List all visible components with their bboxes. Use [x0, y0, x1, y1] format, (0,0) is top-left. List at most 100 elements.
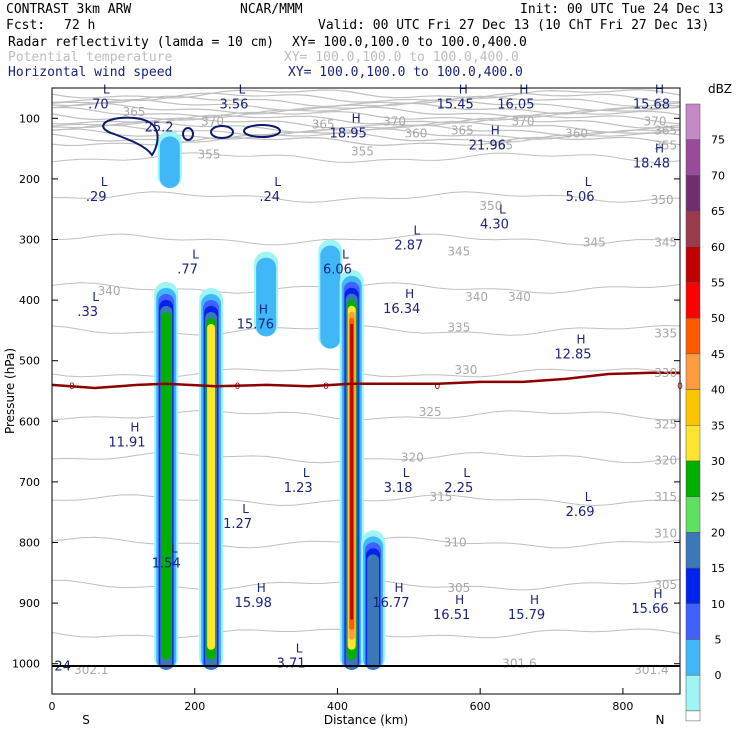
colorbar-swatch: [685, 460, 701, 497]
zero-contour-label: 0: [235, 382, 241, 392]
zero-contour-label: 0: [69, 382, 75, 392]
wind-extreme-type: L: [274, 175, 281, 189]
reflectivity-band: [350, 323, 354, 620]
colorbar-level: 60: [711, 241, 725, 254]
x-tick-label: 200: [184, 700, 205, 713]
wind-speed-value: 5.06: [566, 190, 595, 205]
jet-contour-small-1: [182, 127, 194, 141]
wind-speed-label: L1.54: [152, 542, 181, 572]
reflectivity-cell: [254, 251, 279, 337]
colorbar-swatch: [685, 639, 701, 676]
theta-line: [51, 95, 681, 108]
theta-label: 355: [198, 148, 221, 162]
colorbar-level: 15: [711, 562, 725, 575]
reflectivity-cell: [154, 281, 179, 670]
wind-speed-label: H11.91: [108, 420, 145, 450]
theta-label: 330: [654, 366, 677, 380]
field-wind-xy: XY= 100.0,100.0 to 100.0,400.0: [288, 65, 523, 80]
y-tick-label: 1000: [12, 658, 40, 671]
wind-extreme-type: H: [530, 593, 539, 607]
wind-speed-label: L3.56: [220, 82, 249, 112]
theta-line: [51, 92, 681, 103]
colorbar-level: 45: [711, 348, 725, 361]
wind-speed-label: L.33: [77, 290, 99, 320]
wind-extreme-type: H: [405, 287, 414, 301]
wind-extreme-type: L: [103, 82, 110, 96]
wind-speed-label: H15.79: [508, 593, 545, 623]
colorbar-level: 20: [711, 526, 725, 539]
wind-extreme-type: H: [259, 302, 268, 316]
wind-speed-label: H12.85: [554, 333, 591, 363]
wind-speed-label: L6.06: [323, 248, 352, 278]
wind-speed-label: 24: [54, 660, 71, 675]
reflectivity-band: [161, 311, 172, 660]
y-tick-label: 100: [19, 112, 40, 125]
theta-label: 340: [98, 284, 121, 298]
reflectivity-cell: [157, 130, 182, 188]
wind-speed-value: .33: [77, 305, 98, 320]
wind-extreme-type: L: [92, 290, 99, 304]
wind-speed-label: H15.66: [631, 587, 668, 617]
wind-speed-value: 16.51: [433, 608, 470, 623]
theta-label: 301.6: [502, 657, 536, 671]
wind-speed-value: 1.23: [284, 481, 313, 496]
theta-label: 330: [454, 363, 477, 377]
fcst-value: 72 h: [64, 18, 96, 33]
wind-speed-label: L2.87: [394, 223, 423, 253]
wind-speed-value: 1.54: [152, 557, 181, 572]
theta-label: 370: [201, 114, 224, 128]
wind-speed-label: L1.23: [284, 466, 313, 496]
theta-label: 320: [654, 454, 677, 468]
colorbar-swatch: [685, 353, 701, 390]
theta-label: 365: [312, 117, 335, 131]
colorbar-level: 5: [715, 634, 722, 647]
zero-contour-label: 0: [323, 382, 329, 392]
wind-speed-label: L.29: [86, 175, 108, 205]
colorbar-swatch: [685, 567, 701, 605]
x-axis-label: Distance (km): [324, 713, 408, 727]
colorbar-level: 30: [711, 455, 725, 468]
wind-extreme-type: H: [655, 142, 664, 156]
reflectivity-band: [367, 554, 380, 670]
wind-extreme-type: H: [519, 82, 528, 96]
theta-line: [51, 233, 681, 246]
reflectivity-cell: [339, 269, 364, 670]
field-theta-name: Potential temperature: [8, 50, 173, 65]
wind-speed-label: H16.51: [433, 593, 470, 623]
wind-speed-label: H16.34: [383, 287, 420, 317]
field-reflectivity-name: Radar reflectivity (lamda = 10 cm): [8, 35, 275, 50]
reflectivity-band: [256, 257, 277, 337]
theta-label: 340: [465, 290, 488, 304]
model-title: CONTRAST 3km ARW: [6, 2, 132, 17]
colorbar-level: 10: [711, 598, 725, 611]
x-tick-label: 600: [470, 700, 491, 713]
wind-speed-label: L5.06: [566, 175, 595, 205]
wind-speed-value: 18.48: [633, 157, 670, 172]
wind-speed-label: L2.25: [444, 466, 473, 496]
jet-contour: [102, 116, 281, 157]
colorbar-swatch: [685, 425, 701, 462]
theta-label: 365: [451, 123, 474, 137]
wind-speed-value: 15.66: [631, 602, 668, 617]
wind-speed-label: H15.98: [235, 581, 272, 611]
reflectivity-band: [159, 136, 180, 188]
theta-line: [51, 120, 681, 133]
wind-speed-label: L.24: [259, 175, 281, 205]
theta-label: 325: [419, 405, 442, 419]
theta-label: 301.4: [634, 663, 668, 677]
theta-label: 370: [512, 114, 535, 128]
wind-speed-value: 4.30: [480, 217, 509, 232]
colorbar-level: 35: [711, 419, 725, 432]
wind-speed-label: H16.05: [497, 82, 534, 112]
zero-contour-line: [51, 371, 680, 390]
theta-label: 360: [565, 126, 588, 140]
wind-speed-label: L4.30: [480, 202, 509, 232]
colorbar-unit: dBZ: [708, 82, 732, 96]
colorbar-level: 65: [711, 205, 725, 218]
x-axis-left-end: S: [82, 713, 90, 727]
theta-label: 365: [123, 105, 146, 119]
theta-label: 310: [654, 526, 677, 540]
wind-speed-value: .29: [86, 190, 107, 205]
theta-line: [51, 117, 681, 129]
